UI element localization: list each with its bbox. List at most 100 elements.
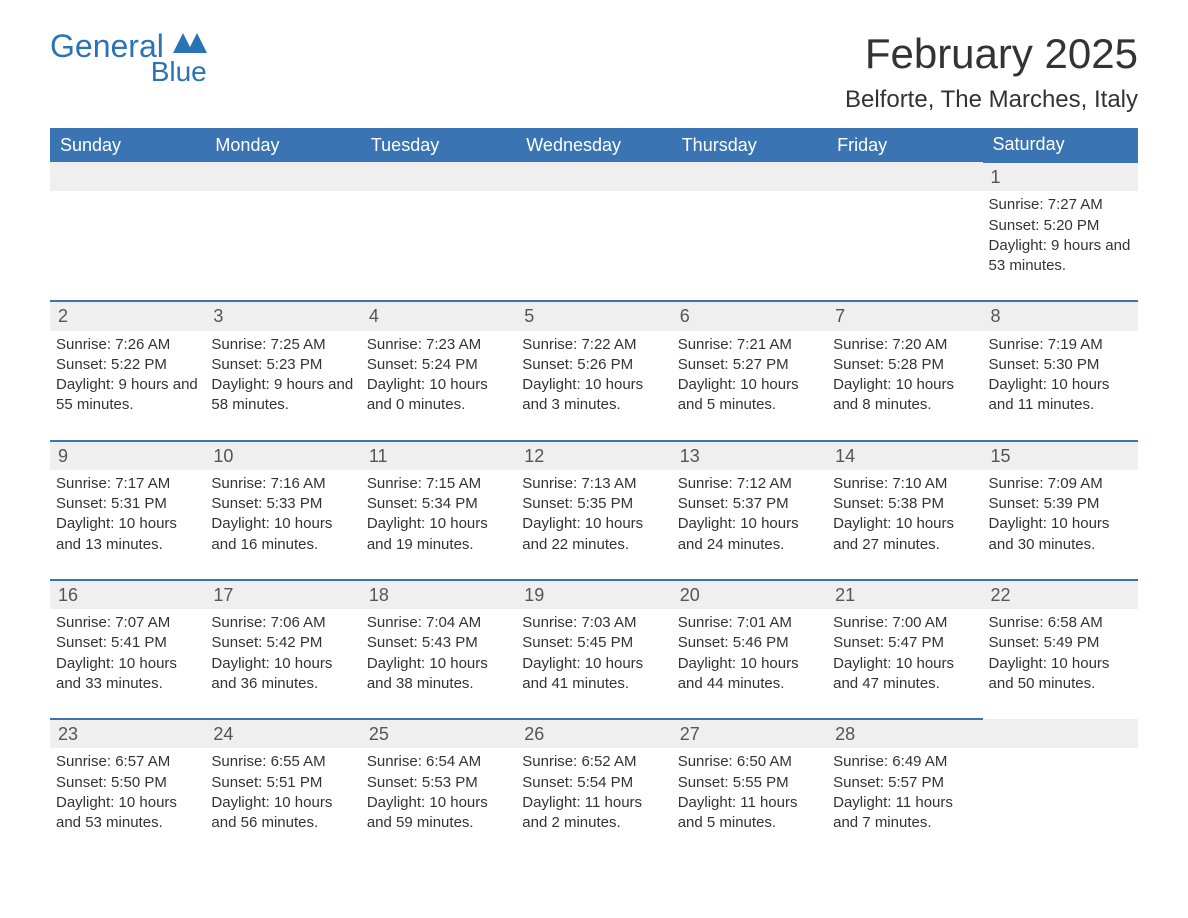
day-number-row: 9101112131415 [50, 441, 1138, 470]
details-cell: Sunrise: 7:15 AMSunset: 5:34 PMDaylight:… [361, 470, 516, 580]
sunset-text: Sunset: 5:38 PM [833, 494, 976, 514]
daylight-text: Daylight: 10 hours and 5 minutes. [678, 375, 821, 416]
sunset-text: Sunset: 5:54 PM [522, 773, 665, 793]
day-number-cell: 1 [983, 162, 1138, 191]
day-details: Sunrise: 7:09 AMSunset: 5:39 PMDaylight:… [989, 470, 1132, 555]
day-details: Sunrise: 7:20 AMSunset: 5:28 PMDaylight:… [833, 331, 976, 416]
details-cell: Sunrise: 7:26 AMSunset: 5:22 PMDaylight:… [50, 331, 205, 441]
day-number-cell: 3 [205, 301, 360, 330]
day-number-row: 16171819202122 [50, 580, 1138, 609]
details-cell: Sunrise: 7:09 AMSunset: 5:39 PMDaylight:… [983, 470, 1138, 580]
sunset-text: Sunset: 5:53 PM [367, 773, 510, 793]
daylight-text: Daylight: 10 hours and 38 minutes. [367, 654, 510, 695]
details-cell: Sunrise: 7:13 AMSunset: 5:35 PMDaylight:… [516, 470, 671, 580]
day-number-cell: 25 [361, 719, 516, 748]
daylight-text: Daylight: 10 hours and 3 minutes. [522, 375, 665, 416]
day-number-cell: 5 [516, 301, 671, 330]
location: Belforte, The Marches, Italy [845, 86, 1138, 114]
daylight-text: Daylight: 10 hours and 30 minutes. [989, 514, 1132, 555]
sunset-text: Sunset: 5:28 PM [833, 355, 976, 375]
daylight-text: Daylight: 10 hours and 22 minutes. [522, 514, 665, 555]
details-cell: Sunrise: 6:57 AMSunset: 5:50 PMDaylight:… [50, 748, 205, 857]
sunset-text: Sunset: 5:45 PM [522, 633, 665, 653]
day-number-cell: 27 [672, 719, 827, 748]
details-cell [827, 191, 982, 301]
day-details: Sunrise: 7:15 AMSunset: 5:34 PMDaylight:… [367, 470, 510, 555]
details-cell: Sunrise: 6:49 AMSunset: 5:57 PMDaylight:… [827, 748, 982, 857]
day-number-cell [983, 719, 1138, 748]
day-details: Sunrise: 6:49 AMSunset: 5:57 PMDaylight:… [833, 748, 976, 833]
sunrise-text: Sunrise: 6:55 AM [211, 752, 354, 772]
day-number-cell: 11 [361, 441, 516, 470]
logo-text: General Blue [50, 30, 207, 86]
day-number-cell: 9 [50, 441, 205, 470]
day-number-cell [361, 162, 516, 191]
day-number-cell: 15 [983, 441, 1138, 470]
sunset-text: Sunset: 5:57 PM [833, 773, 976, 793]
day-number-cell: 21 [827, 580, 982, 609]
daylight-text: Daylight: 10 hours and 56 minutes. [211, 793, 354, 834]
daylight-text: Daylight: 10 hours and 13 minutes. [56, 514, 199, 555]
sunrise-text: Sunrise: 7:07 AM [56, 613, 199, 633]
day-details: Sunrise: 7:23 AMSunset: 5:24 PMDaylight:… [367, 331, 510, 416]
day-details: Sunrise: 7:00 AMSunset: 5:47 PMDaylight:… [833, 609, 976, 694]
details-cell: Sunrise: 7:25 AMSunset: 5:23 PMDaylight:… [205, 331, 360, 441]
daylight-text: Daylight: 10 hours and 24 minutes. [678, 514, 821, 555]
details-cell: Sunrise: 7:10 AMSunset: 5:38 PMDaylight:… [827, 470, 982, 580]
daylight-text: Daylight: 10 hours and 36 minutes. [211, 654, 354, 695]
day-details: Sunrise: 7:06 AMSunset: 5:42 PMDaylight:… [211, 609, 354, 694]
details-cell: Sunrise: 7:19 AMSunset: 5:30 PMDaylight:… [983, 331, 1138, 441]
column-header: Monday [205, 128, 360, 162]
sunset-text: Sunset: 5:46 PM [678, 633, 821, 653]
sunset-text: Sunset: 5:34 PM [367, 494, 510, 514]
day-number-row: 232425262728 [50, 719, 1138, 748]
sunrise-text: Sunrise: 6:58 AM [989, 613, 1132, 633]
day-details: Sunrise: 7:10 AMSunset: 5:38 PMDaylight:… [833, 470, 976, 555]
daylight-text: Daylight: 9 hours and 58 minutes. [211, 375, 354, 416]
sunrise-text: Sunrise: 7:03 AM [522, 613, 665, 633]
sunset-text: Sunset: 5:20 PM [989, 216, 1132, 236]
day-details: Sunrise: 7:26 AMSunset: 5:22 PMDaylight:… [56, 331, 199, 416]
day-number-cell: 24 [205, 719, 360, 748]
day-number-cell: 18 [361, 580, 516, 609]
day-details: Sunrise: 7:17 AMSunset: 5:31 PMDaylight:… [56, 470, 199, 555]
day-number-cell [672, 162, 827, 191]
sunrise-text: Sunrise: 6:54 AM [367, 752, 510, 772]
sunset-text: Sunset: 5:27 PM [678, 355, 821, 375]
daylight-text: Daylight: 10 hours and 16 minutes. [211, 514, 354, 555]
day-details: Sunrise: 6:57 AMSunset: 5:50 PMDaylight:… [56, 748, 199, 833]
day-details: Sunrise: 7:01 AMSunset: 5:46 PMDaylight:… [678, 609, 821, 694]
column-header: Tuesday [361, 128, 516, 162]
day-number-cell: 16 [50, 580, 205, 609]
details-cell: Sunrise: 7:20 AMSunset: 5:28 PMDaylight:… [827, 331, 982, 441]
day-number-cell: 22 [983, 580, 1138, 609]
day-number-cell: 19 [516, 580, 671, 609]
day-details: Sunrise: 6:50 AMSunset: 5:55 PMDaylight:… [678, 748, 821, 833]
column-header: Friday [827, 128, 982, 162]
sunset-text: Sunset: 5:41 PM [56, 633, 199, 653]
details-cell [205, 191, 360, 301]
title-block: February 2025 Belforte, The Marches, Ita… [845, 30, 1138, 114]
daylight-text: Daylight: 10 hours and 8 minutes. [833, 375, 976, 416]
column-header: Wednesday [516, 128, 671, 162]
month-title: February 2025 [845, 30, 1138, 78]
day-number-cell [205, 162, 360, 191]
daylight-text: Daylight: 10 hours and 27 minutes. [833, 514, 976, 555]
sunrise-text: Sunrise: 7:23 AM [367, 335, 510, 355]
sunrise-text: Sunrise: 6:49 AM [833, 752, 976, 772]
column-header: Saturday [983, 128, 1138, 162]
details-cell: Sunrise: 7:27 AMSunset: 5:20 PMDaylight:… [983, 191, 1138, 301]
day-details: Sunrise: 7:25 AMSunset: 5:23 PMDaylight:… [211, 331, 354, 416]
logo-flag-icon [173, 33, 207, 57]
sunset-text: Sunset: 5:35 PM [522, 494, 665, 514]
details-cell [983, 748, 1138, 857]
day-number-cell: 4 [361, 301, 516, 330]
day-number-cell: 12 [516, 441, 671, 470]
daylight-text: Daylight: 10 hours and 19 minutes. [367, 514, 510, 555]
day-details: Sunrise: 7:03 AMSunset: 5:45 PMDaylight:… [522, 609, 665, 694]
details-cell: Sunrise: 7:01 AMSunset: 5:46 PMDaylight:… [672, 609, 827, 719]
sunset-text: Sunset: 5:51 PM [211, 773, 354, 793]
sunrise-text: Sunrise: 6:52 AM [522, 752, 665, 772]
day-number-cell [50, 162, 205, 191]
details-cell: Sunrise: 6:58 AMSunset: 5:49 PMDaylight:… [983, 609, 1138, 719]
